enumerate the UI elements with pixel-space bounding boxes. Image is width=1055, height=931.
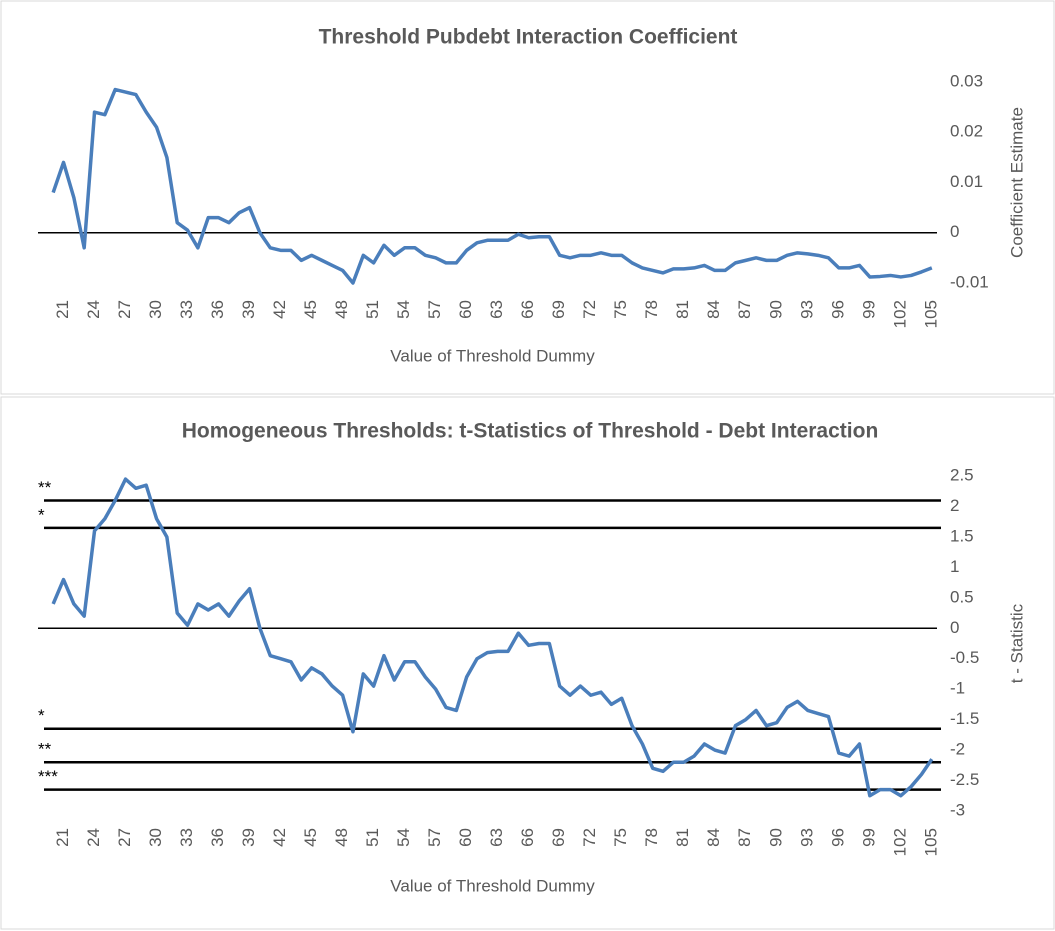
x-tick-label: 54 [394,300,413,319]
x-tick-label: 33 [177,300,196,319]
x-axis-title: Value of Threshold Dummy [390,876,595,895]
x-tick-label: 72 [580,300,599,319]
x-tick-label: 54 [394,828,413,847]
y-tick-label: 2.5 [950,466,974,485]
chart-title: Threshold Pubdebt Interaction Coefficien… [319,26,738,49]
y-tick-label: 1 [950,557,959,576]
x-tick-label: 90 [766,300,785,319]
x-tick-label: 66 [518,300,537,319]
x-tick-label: 36 [208,828,227,847]
x-tick-label: 21 [53,300,72,319]
x-tick-label: 99 [859,828,878,847]
y-tick-label: 0 [950,618,959,637]
chart-title: Homogeneous Thresholds: t-Statistics of … [182,420,879,443]
y-tick-label: 1.5 [950,526,974,545]
x-tick-label: 99 [859,300,878,319]
reference-label: * [38,505,45,524]
y-axis-title: Coefficient Estimate [1007,107,1026,258]
x-tick-label: 60 [456,300,475,319]
panel-frame [0,0,1055,395]
reference-label: *** [38,767,58,786]
panel-frame [0,396,1055,930]
x-tick-label: 84 [704,300,723,319]
x-axis-title: Value of Threshold Dummy [390,346,595,365]
x-tick-label: 39 [239,300,258,319]
y-tick-label: 0.01 [950,172,983,191]
x-tick-label: 27 [115,828,134,847]
y-tick-label: 0 [950,222,959,241]
y-tick-label: -0.01 [950,272,989,291]
x-tick-label: 81 [673,828,692,847]
y-tick-label: 0.5 [950,587,974,606]
x-tick-label: 36 [208,300,227,319]
x-tick-label: 45 [301,828,320,847]
x-tick-label: 42 [270,300,289,319]
x-tick-label: 45 [301,300,320,319]
x-tick-label: 30 [146,828,165,847]
x-tick-label: 51 [363,828,382,847]
x-tick-label: 102 [890,828,909,856]
x-tick-label: 81 [673,300,692,319]
reference-label: ** [38,478,52,497]
y-tick-label: -0.5 [950,648,979,667]
x-tick-label: 96 [828,300,847,319]
data-line [51,477,934,798]
y-tick-label: -1.5 [950,709,979,728]
y-tick-label: -2 [950,740,965,759]
x-tick-label: 105 [921,300,940,328]
x-tick-label: 30 [146,300,165,319]
x-tick-label: 66 [518,828,537,847]
x-tick-label: 90 [766,828,785,847]
x-tick-label: 33 [177,828,196,847]
x-tick-label: 57 [425,828,444,847]
x-tick-label: 96 [828,828,847,847]
x-tick-label: 105 [921,828,940,856]
x-tick-label: 51 [363,300,382,319]
x-tick-label: 42 [270,828,289,847]
x-tick-label: 57 [425,300,444,319]
x-tick-label: 84 [704,828,723,847]
y-tick-label: -1 [950,679,965,698]
x-tick-label: 102 [890,300,909,328]
reference-label: ** [38,740,52,759]
x-tick-label: 24 [84,300,103,319]
x-tick-label: 63 [487,828,506,847]
x-tick-label: 93 [797,300,816,319]
x-tick-label: 87 [735,828,754,847]
data-line [51,87,933,285]
y-tick-label: -3 [950,800,965,819]
x-tick-label: 72 [580,828,599,847]
x-tick-label: 75 [611,828,630,847]
y-tick-label: -2.5 [950,770,979,789]
y-tick-label: 0.02 [950,122,983,141]
x-tick-label: 78 [642,300,661,319]
x-tick-label: 60 [456,828,475,847]
x-tick-label: 75 [611,300,630,319]
y-tick-label: 0.03 [950,72,983,91]
x-tick-label: 39 [239,828,258,847]
y-tick-label: 2 [950,496,959,515]
x-tick-label: 27 [115,300,134,319]
x-tick-label: 48 [332,828,351,847]
x-tick-label: 69 [549,300,568,319]
x-tick-label: 48 [332,300,351,319]
y-axis-title: t - Statistic [1007,603,1026,683]
reference-label: * [38,706,45,725]
x-tick-label: 87 [735,300,754,319]
x-tick-label: 69 [549,828,568,847]
x-tick-label: 78 [642,828,661,847]
x-tick-label: 24 [84,828,103,847]
x-tick-label: 21 [53,828,72,847]
x-tick-label: 63 [487,300,506,319]
x-tick-label: 93 [797,828,816,847]
